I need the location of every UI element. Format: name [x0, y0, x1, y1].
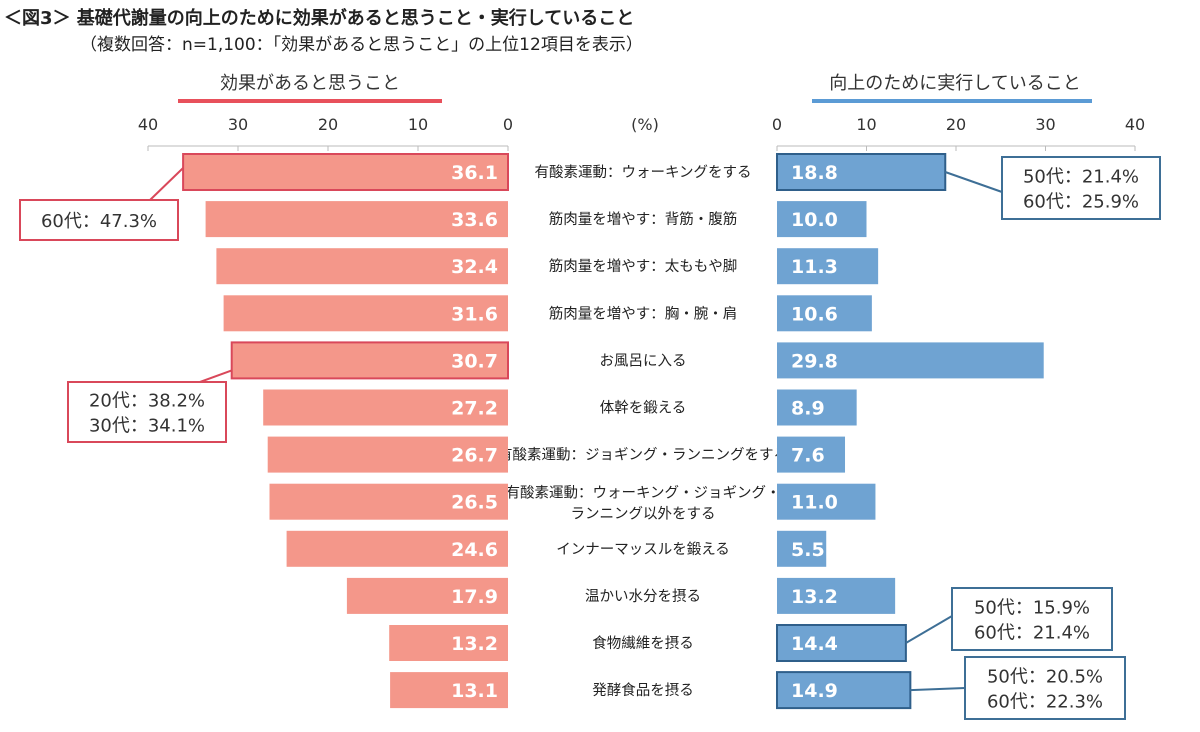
left-value-label: 27.2: [451, 398, 498, 420]
left-value-label: 13.1: [451, 680, 498, 702]
left-tick-label: 30: [228, 115, 248, 134]
right-bar: [777, 295, 872, 332]
callout-box: [1001, 156, 1161, 220]
left-bar: [230, 341, 509, 380]
left-value-label: 24.6: [451, 539, 498, 561]
callout-leader-line: [199, 369, 233, 383]
callout-text: 60代：22.3%: [987, 692, 1103, 713]
callout-text: 60代：47.3%: [41, 211, 157, 232]
right-bar: [777, 389, 857, 426]
left-bar: [389, 625, 508, 661]
right-value-label: 11.0: [791, 492, 838, 514]
left-bar: [182, 153, 509, 191]
category-label: 発酵食品を摂る: [592, 682, 694, 699]
right-tick-label: 20: [946, 115, 966, 134]
right-value-label: 13.2: [791, 586, 838, 608]
left-bar: [223, 295, 508, 332]
left-bar: [205, 201, 508, 238]
category-label: 体幹を鍛える: [600, 399, 687, 417]
category-label: 有酸素運動：ウォーキング・ジョギング・: [505, 485, 780, 502]
right-bar: [777, 530, 827, 567]
left-value-label: 26.5: [451, 492, 498, 514]
callout-text: 30代：34.1%: [89, 416, 205, 437]
right-tick-label: 0: [772, 115, 782, 134]
callout-text: 60代：21.4%: [974, 623, 1090, 644]
right-value-label: 5.5: [791, 539, 825, 561]
right-value-label: 10.6: [791, 303, 838, 325]
left-bar: [263, 389, 508, 426]
left-value-label: 17.9: [451, 586, 498, 608]
right-bar: [777, 342, 1044, 379]
category-label: インナーマッスルを鍛える: [556, 541, 730, 558]
callout-text: 60代：25.9%: [1023, 192, 1139, 213]
left-series-underline: [178, 99, 442, 103]
callout-leader-line: [149, 167, 184, 201]
right-series-label: 向上のために実行していること: [829, 73, 1080, 94]
callout-box: [67, 381, 227, 443]
right-bar: [776, 624, 907, 662]
left-bar: [286, 530, 508, 567]
left-value-label: 36.1: [451, 162, 498, 184]
left-bar: [390, 672, 508, 709]
right-tick-label: 10: [856, 115, 876, 134]
category-label: 有酸素運動：ウォーキングをする: [534, 164, 751, 181]
left-tick-label: 20: [318, 115, 338, 134]
right-value-label: 29.8: [791, 350, 838, 372]
category-label: 有酸素運動：ジョギング・ランニングをする: [498, 447, 788, 464]
left-bar: [267, 436, 508, 473]
left-series-label: 効果があると思うこと: [220, 73, 400, 94]
left-value-label: 31.6: [451, 303, 498, 325]
left-value-label: 33.6: [451, 209, 498, 231]
category-label: 温かい水分を摂る: [585, 588, 701, 605]
left-tick-label: 0: [503, 115, 513, 134]
callout-leader-line: [910, 687, 966, 692]
category-label: 筋肉量を増やす：太ももや脚: [549, 258, 738, 275]
chart-title: ＜図3＞ 基礎代謝量の向上のために効果があると思うこと・実行していること: [4, 7, 634, 29]
callout-leader-line: [944, 171, 1003, 193]
callout-box: [964, 656, 1126, 720]
right-bar: [777, 201, 867, 238]
right-value-label: 14.9: [791, 680, 838, 702]
chart-subtitle: （複数回答：n=1,100：「効果があると思うこと」の上位12項目を表示）: [80, 35, 643, 55]
right-value-label: 10.0: [791, 209, 838, 231]
left-tick-label: 10: [408, 115, 428, 134]
category-label: 筋肉量を増やす：背筋・腹筋: [549, 211, 738, 228]
right-bar: [777, 483, 876, 520]
right-bar: [777, 248, 879, 285]
right-value-label: 14.4: [791, 633, 838, 655]
right-bar: [776, 153, 947, 191]
right-tick-label: 40: [1125, 115, 1145, 134]
callout-box: [951, 587, 1113, 651]
left-value-label: 30.7: [451, 350, 498, 372]
right-value-label: 8.9: [791, 398, 825, 420]
left-bar: [216, 248, 508, 285]
right-value-label: 7.6: [791, 445, 825, 467]
right-series-underline: [812, 99, 1092, 103]
callout-leader-line: [905, 615, 953, 644]
left-tick-label: 40: [138, 115, 158, 134]
right-bar: [777, 436, 846, 473]
left-bar: [346, 577, 508, 614]
left-value-label: 32.4: [451, 256, 498, 278]
callout-text: 50代：20.5%: [987, 667, 1103, 688]
callout-text: 50代：21.4%: [1023, 167, 1139, 188]
left-value-label: 13.2: [451, 633, 498, 655]
category-label: ランニング以外をする: [571, 506, 716, 523]
callout-box: [19, 199, 179, 241]
right-bar: [777, 577, 896, 614]
category-label: 筋肉量を増やす：胸・腕・肩: [549, 305, 738, 322]
right-tick-label: 30: [1035, 115, 1055, 134]
right-value-label: 11.3: [791, 256, 838, 278]
category-label: 食物繊維を摂る: [592, 635, 694, 652]
left-value-label: 26.7: [451, 445, 498, 467]
right-value-label: 18.8: [791, 162, 838, 184]
category-label: お風呂に入る: [600, 352, 687, 369]
unit-label: (%): [631, 115, 659, 134]
callout-text: 50代：15.9%: [974, 598, 1090, 619]
left-bar: [269, 483, 508, 520]
callout-text: 20代：38.2%: [89, 391, 205, 412]
